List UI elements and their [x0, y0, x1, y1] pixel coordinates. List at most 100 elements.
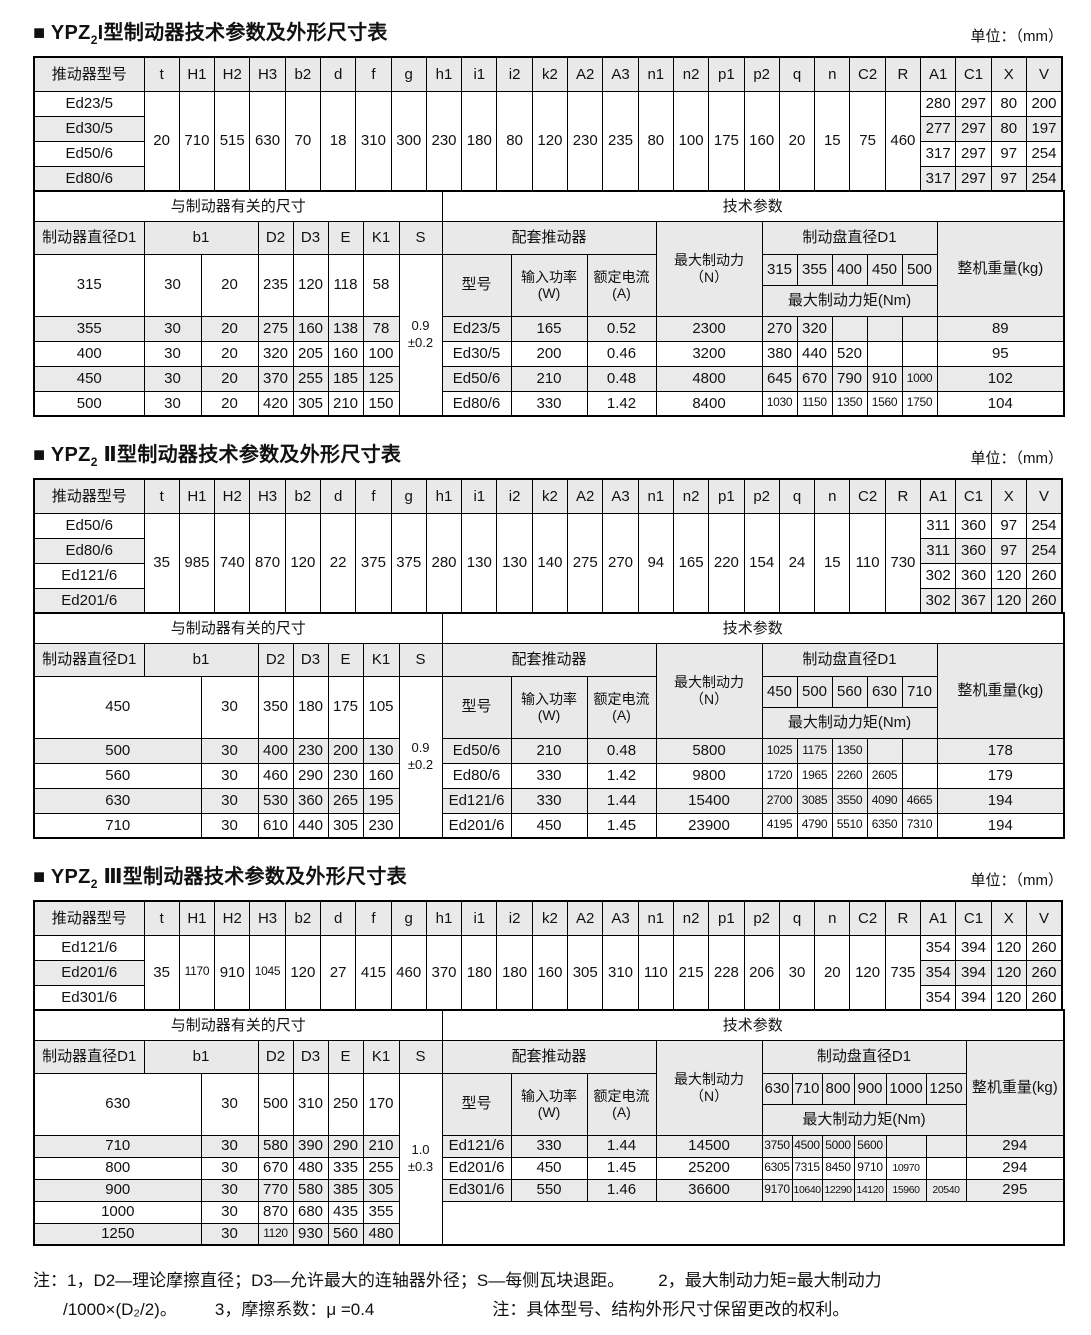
- detail-table: 与制动器有关的尺寸 技术参数 制动器直径D1 b1 D2 D3 E K1 S 配套推动器 最大制动力…: [33, 1009, 1066, 1246]
- thruster-model-cell: Ed23/5: [33, 90, 145, 117]
- dimension-value: 120: [990, 587, 1027, 614]
- shared-dimension-value: 120: [849, 934, 886, 1011]
- dimension-value: 580: [292, 1178, 329, 1202]
- shared-dimension-value: 515: [214, 90, 251, 192]
- shared-dimension-value: 220: [708, 512, 745, 614]
- dim-column-header: H3: [249, 56, 286, 92]
- rated-current-value: 1.44: [586, 787, 657, 814]
- shared-dimension-value: 130: [496, 512, 533, 614]
- thruster-model-cell: Ed23/5: [441, 315, 512, 342]
- dim-column-header: i1: [461, 478, 498, 514]
- dimension-value: 78: [362, 315, 400, 342]
- max-torque-value: 20540: [925, 1178, 967, 1202]
- dim-column-header: R: [884, 900, 922, 936]
- dim-column-header: A3: [602, 56, 639, 92]
- weight-value: 89: [936, 315, 1065, 342]
- weight-value: 294: [965, 1156, 1065, 1180]
- max-torque-value: 3750: [761, 1134, 793, 1158]
- s-value: 1.0 ±0.3: [398, 1072, 443, 1246]
- dimension-value: 770: [257, 1178, 294, 1202]
- rated-current-header: 额定电流 (A): [586, 1072, 657, 1136]
- dim-data-row: Ed80/6 311 360 97 254: [33, 537, 1063, 564]
- rated-current-value: 1.44: [586, 1134, 657, 1158]
- dim-data-row: Ed121/6 302 360 120 260: [33, 562, 1063, 589]
- note-rights-text: 注：具体型号、结构外形尺寸保留更改的权利。: [492, 1299, 850, 1319]
- dim-column-header: H3: [249, 900, 286, 936]
- detail-table: 与制动器有关的尺寸 技术参数 制动器直径D1 b1 D2 D3 E K1 S 配套推动器 最大制动力…: [33, 612, 1066, 839]
- shared-dimension-value: 180: [461, 90, 498, 192]
- dimension-value: 297: [955, 90, 992, 117]
- max-torque-value: 9710: [853, 1156, 887, 1180]
- b1-header: b1: [143, 1039, 259, 1074]
- b1-value: 30: [143, 253, 202, 317]
- section-title: ■ YPZ2 Ⅱ型制动器技术参数及外形尺寸表: [33, 438, 401, 469]
- input-power-value: 330: [510, 1134, 588, 1158]
- dimension-value: 255: [292, 365, 329, 392]
- rated-current-value: 1.42: [586, 762, 657, 789]
- dimension-value: 210: [327, 390, 364, 417]
- weight-value: 194: [936, 812, 1065, 839]
- s-value: 0.9 ±0.2: [398, 253, 443, 417]
- detail-data-row: 800 30 670 480 335 255 Ed201/6 450 1.45 25200 6305…: [33, 1156, 1065, 1180]
- weight-value: 102: [936, 365, 1065, 392]
- rated-current-header: 额定电流 (A): [586, 253, 657, 317]
- dimension-table: 推动器型号 t H1 H2 H3 b2 d f g h1 i1 i2 k2 A2 A3 n1 n2 p1 p2 q n C…: [33, 900, 1063, 1011]
- shared-dimension-value: 110: [637, 934, 674, 1011]
- dim-data-row: Ed80/6 317 297 97 254: [33, 165, 1063, 192]
- dimension-value: 97: [990, 512, 1027, 539]
- title-rest: 型制动器技术参数及外形尺寸表: [122, 866, 407, 888]
- shared-dimension-value: 20: [778, 90, 816, 192]
- b1-value: 30: [200, 787, 259, 814]
- model-header: 型号: [441, 253, 512, 317]
- dimension-value: 97: [990, 140, 1027, 167]
- dim-column-header: A2: [567, 478, 604, 514]
- max-torque-value: [901, 737, 938, 764]
- dimension-value: 305: [327, 812, 364, 839]
- dimension-value: 97: [990, 165, 1027, 192]
- thruster-model-cell: Ed80/6: [441, 390, 512, 417]
- dimension-value: 367: [955, 587, 992, 614]
- dim-column-header: C2: [849, 900, 886, 936]
- dimension-value: 80: [990, 90, 1027, 117]
- weight-value: 194: [936, 787, 1065, 814]
- dimension-value: 277: [920, 115, 957, 142]
- b1-value: 20: [200, 340, 259, 367]
- footnote-line-2: /1000×(D₂/2)。 3，摩擦系数：μ =0.4 注：具体型号、结构外形尺寸保…: [33, 1296, 1063, 1325]
- dimension-value: 120: [990, 934, 1027, 961]
- title-roman: I: [97, 22, 104, 44]
- s-header: S: [398, 1039, 443, 1074]
- input-power-value: 330: [510, 762, 588, 789]
- thruster-model-cell: Ed80/6: [33, 165, 145, 192]
- shared-dimension-value: 228: [708, 934, 745, 1011]
- dimension-value: 265: [327, 787, 364, 814]
- brake-diameter-value: 710: [33, 812, 202, 839]
- max-torque-value: 3085: [796, 787, 833, 814]
- dim-column-header: E: [327, 220, 364, 255]
- dimension-value: 200: [327, 737, 364, 764]
- dim-column-header: f: [355, 56, 392, 92]
- dim-column-header: C1: [955, 900, 992, 936]
- b1-value: 30: [200, 1222, 259, 1246]
- shared-dimension-value: 1045: [249, 934, 286, 1011]
- dim-column-header: C1: [955, 56, 992, 92]
- max-torque-value: 7315: [791, 1156, 823, 1180]
- dim-column-header: k2: [531, 478, 569, 514]
- dim-column-header: A2: [567, 900, 604, 936]
- max-braking-force-value: 2300: [655, 315, 763, 342]
- max-torque-value: 3550: [831, 787, 868, 814]
- disc-diameter-value-header: 710: [901, 675, 938, 708]
- thruster-model-cell: Ed121/6: [441, 787, 512, 814]
- detail-data-row: 710 30 610 440 305 230 Ed201/6 450 1.45 23900 4195…: [33, 812, 1065, 839]
- shared-dimension-value: 206: [743, 934, 780, 1011]
- dim-column-header: C1: [955, 478, 992, 514]
- thruster-model-cell: Ed80/6: [33, 537, 145, 564]
- disc-diameter-header: 制动盘直径D1: [761, 1039, 967, 1074]
- max-torque-header: 最大制动力矩(Nm): [761, 1103, 967, 1136]
- dimension-value: 275: [257, 315, 294, 342]
- dim-column-header: H2: [214, 478, 251, 514]
- disc-diameter-value-header: 400: [831, 253, 868, 286]
- max-torque-value: 380: [761, 340, 798, 367]
- max-torque-value: 1350: [831, 737, 868, 764]
- dimension-value: 360: [955, 537, 992, 564]
- right-caption: 技术参数: [441, 190, 1065, 222]
